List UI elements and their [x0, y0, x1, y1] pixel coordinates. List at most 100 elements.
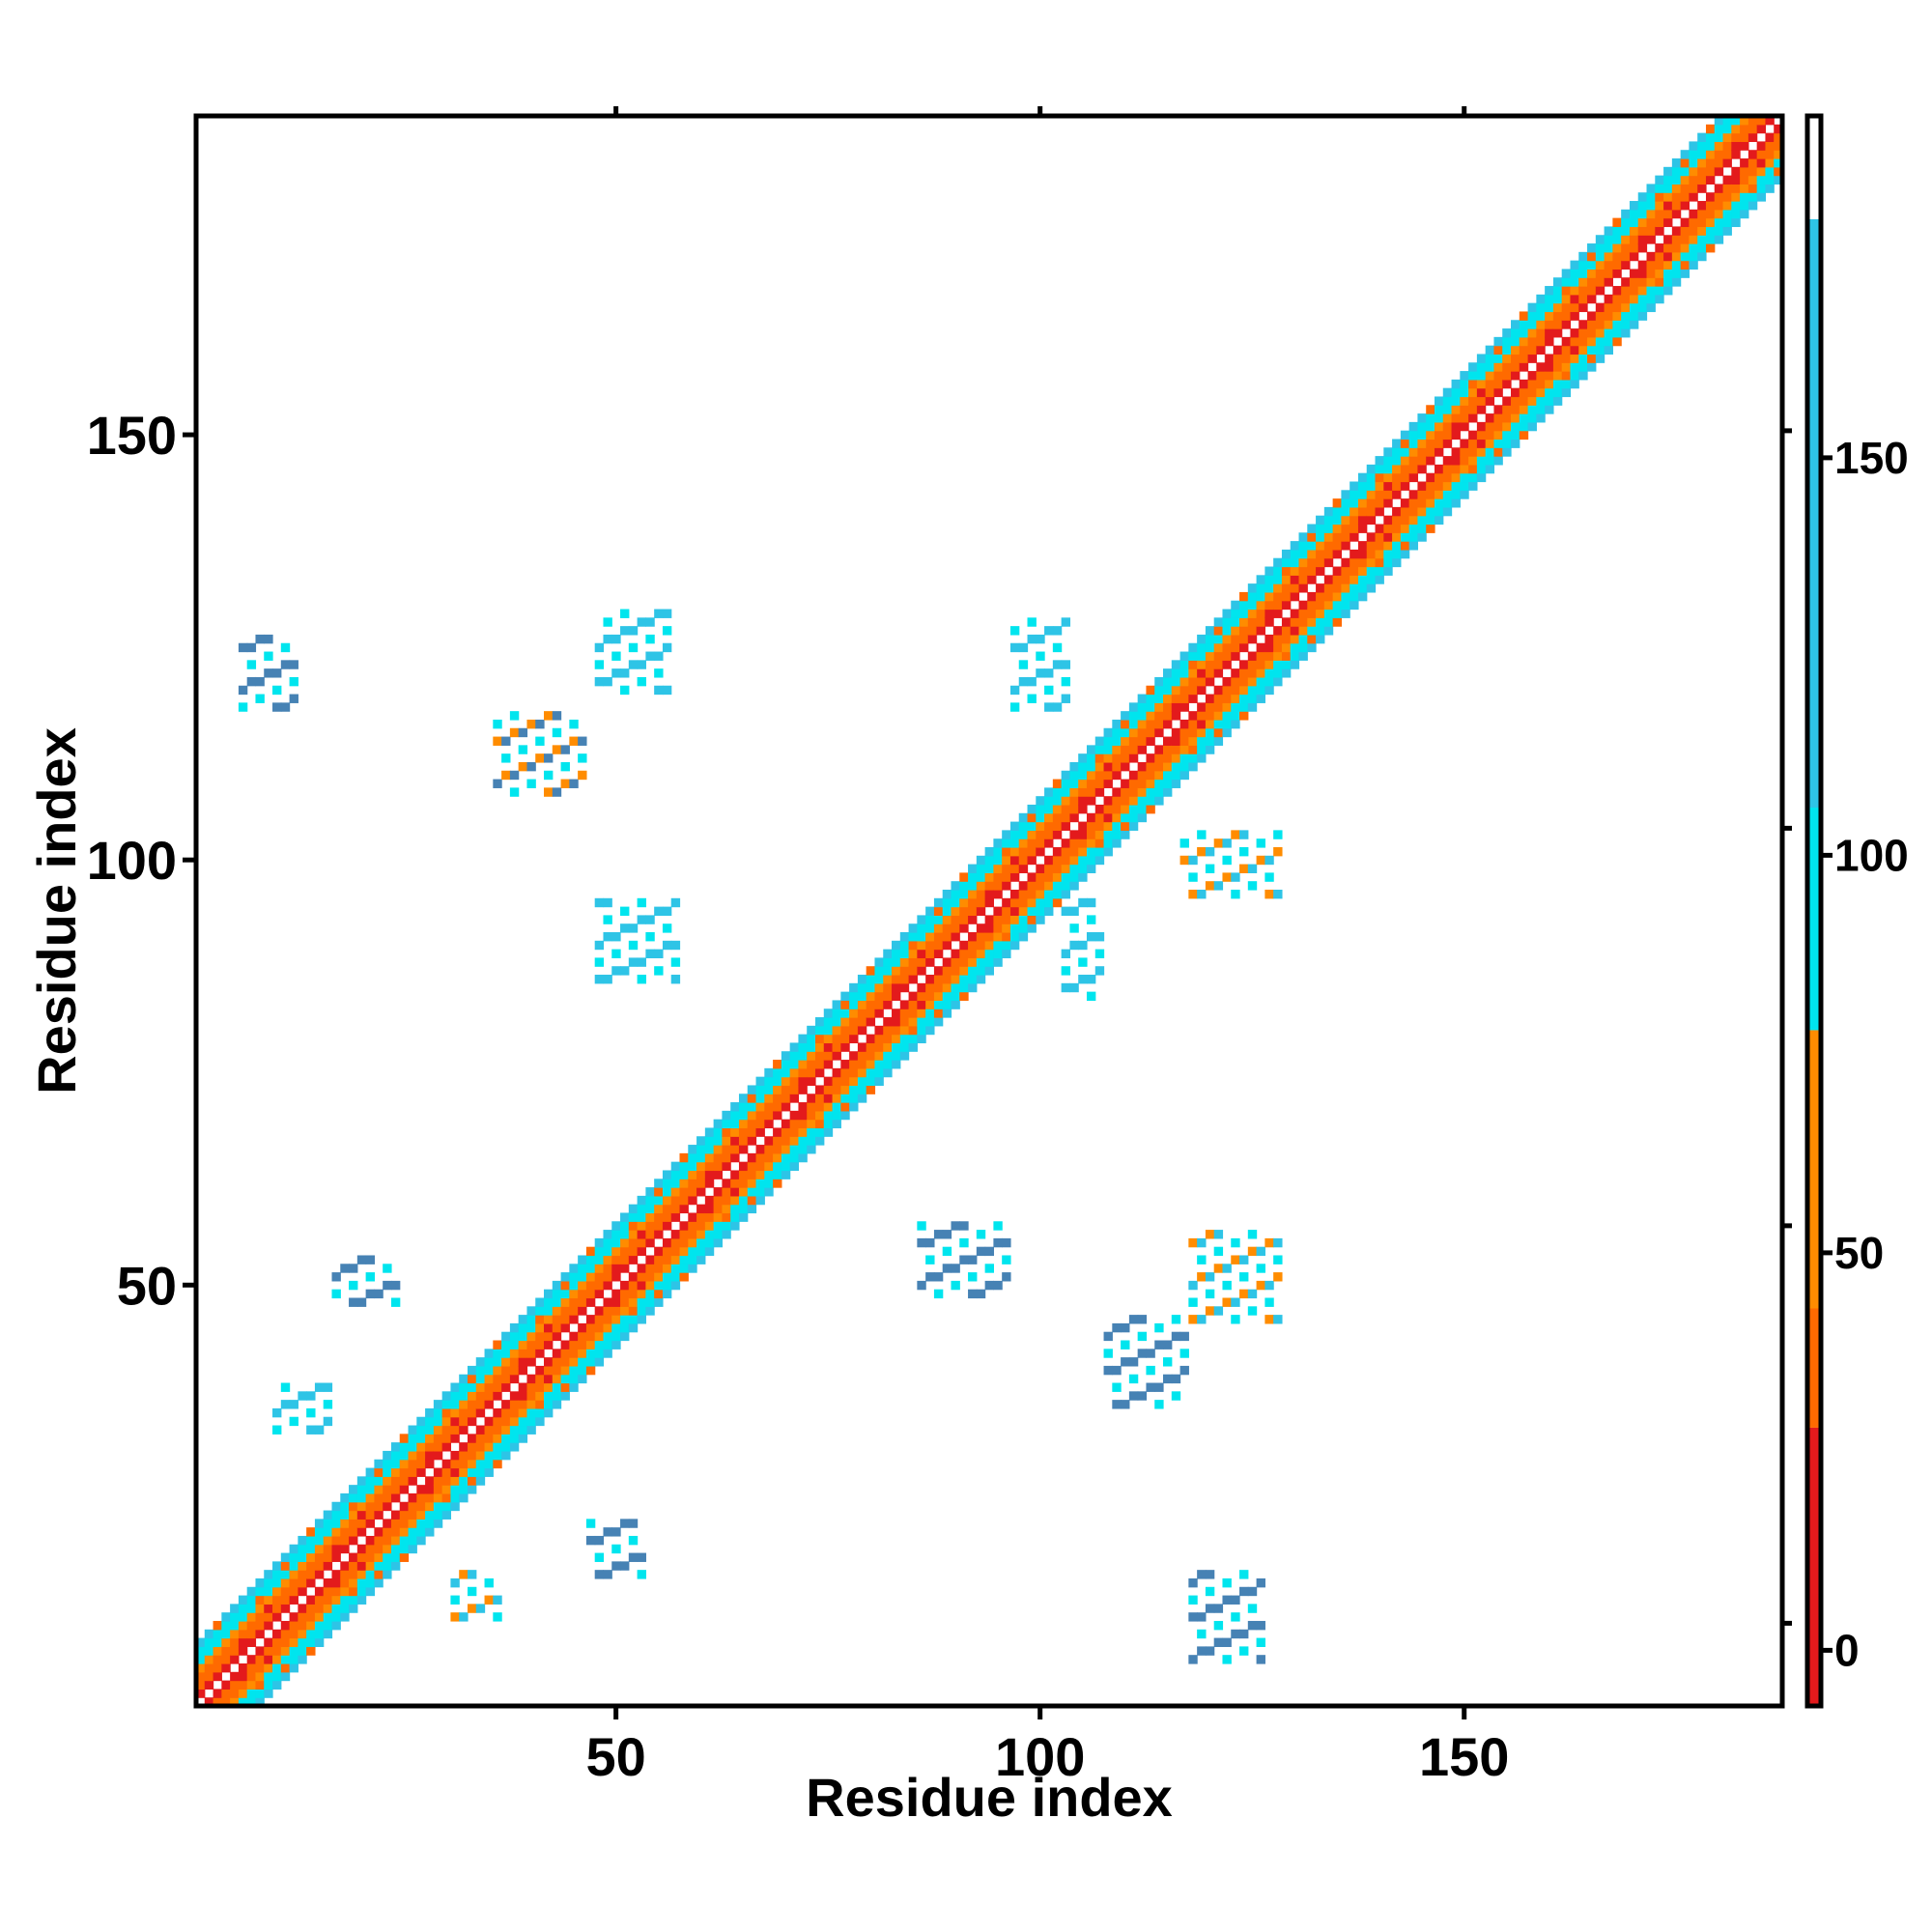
heatmap-cell — [611, 1255, 621, 1264]
heatmap-cell — [1689, 158, 1698, 168]
heatmap-cell — [425, 1527, 435, 1537]
heatmap-cell — [1256, 600, 1265, 611]
heatmap-cell — [1078, 957, 1088, 967]
heatmap-cell — [1205, 1646, 1215, 1656]
heatmap-cell — [679, 1152, 689, 1163]
heatmap-cell — [840, 1085, 850, 1094]
heatmap-cell — [594, 940, 605, 951]
heatmap-cell — [552, 1280, 562, 1291]
heatmap-cell — [933, 982, 944, 993]
heatmap-cell — [908, 966, 918, 976]
heatmap-cell — [349, 1297, 358, 1307]
heatmap-cell — [1078, 940, 1088, 951]
heatmap-cell — [773, 1152, 782, 1163]
heatmap-cell — [1179, 676, 1189, 687]
heatmap-cell — [331, 1570, 341, 1579]
heatmap-cell — [1485, 456, 1495, 466]
heatmap-cell — [230, 1697, 240, 1707]
heatmap-cell — [1146, 804, 1155, 814]
heatmap-cell — [459, 1459, 469, 1469]
heatmap-cell — [899, 982, 910, 993]
heatmap-cell — [1637, 201, 1648, 211]
heatmap-cell — [1027, 694, 1037, 703]
heatmap-cell — [1587, 286, 1597, 296]
heatmap-cell — [1323, 575, 1334, 584]
heatmap-cell — [1536, 336, 1546, 347]
heatmap-cell — [1426, 490, 1435, 499]
heatmap-cell — [467, 1365, 477, 1376]
heatmap-cell — [908, 1000, 918, 1009]
heatmap-cell — [781, 1051, 791, 1061]
heatmap-cell — [578, 1306, 587, 1316]
heatmap-cell — [1222, 727, 1232, 738]
heatmap-cell — [213, 1637, 222, 1647]
heatmap-cell — [976, 966, 986, 976]
heatmap-cell — [781, 1127, 791, 1137]
heatmap-cell — [552, 1391, 562, 1401]
heatmap-cell — [670, 1237, 681, 1248]
heatmap-cell — [1552, 387, 1563, 398]
heatmap-cell — [1197, 676, 1207, 687]
heatmap-cell — [1171, 694, 1181, 703]
heatmap-cell — [1629, 251, 1639, 262]
heatmap-cell — [1128, 770, 1139, 781]
heatmap-cell — [993, 1237, 1003, 1248]
heatmap-cell — [1290, 642, 1300, 653]
heatmap-cell — [1222, 719, 1232, 729]
heatmap-cell — [560, 1289, 570, 1299]
heatmap-cell — [1493, 405, 1503, 414]
heatmap-cell — [1121, 1400, 1130, 1409]
heatmap-cell — [1197, 1255, 1207, 1264]
heatmap-cell — [1519, 421, 1529, 432]
heatmap-cell — [892, 1051, 901, 1061]
heatmap-cell — [645, 1272, 655, 1282]
heatmap-cell — [1442, 430, 1453, 440]
heatmap-cell — [1036, 915, 1045, 924]
heatmap-cell — [832, 1051, 841, 1061]
heatmap-cell — [925, 949, 935, 959]
heatmap-cell — [493, 736, 502, 746]
heatmap-cell — [1222, 711, 1232, 721]
heatmap-cell — [611, 1322, 621, 1333]
heatmap-cell — [908, 1034, 918, 1044]
heatmap-cell — [1493, 387, 1503, 398]
heatmap-cell — [1044, 685, 1054, 696]
heatmap-cell — [356, 1297, 367, 1307]
heatmap-cell — [314, 1620, 325, 1631]
heatmap-cell — [1383, 524, 1393, 533]
heatmap-cell — [544, 770, 554, 781]
heatmap-cell — [764, 1187, 774, 1197]
heatmap-cell — [569, 736, 579, 746]
heatmap-cell — [255, 1586, 265, 1597]
heatmap-cell — [908, 1009, 918, 1018]
heatmap-cell — [1205, 651, 1215, 661]
heatmap-cell — [1604, 269, 1613, 278]
heatmap-cell — [942, 915, 952, 924]
heatmap-cell — [781, 1161, 791, 1172]
heatmap-cell — [814, 1085, 825, 1094]
heatmap-cell — [1247, 676, 1258, 687]
heatmap-cell — [1264, 1297, 1274, 1307]
heatmap-cell — [306, 1612, 316, 1622]
heatmap-cell — [1094, 838, 1105, 848]
heatmap-cell — [255, 1577, 265, 1588]
heatmap-cell — [959, 957, 969, 967]
heatmap-cell — [246, 1612, 257, 1622]
heatmap-cell — [1027, 915, 1037, 924]
heatmap-cell — [484, 1357, 494, 1367]
heatmap-cell — [441, 1485, 452, 1494]
heatmap-cell — [713, 1161, 724, 1172]
heatmap-cell — [1078, 753, 1088, 763]
heatmap-cell — [1128, 727, 1139, 738]
heatmap-cell — [892, 949, 901, 959]
heatmap-cell — [306, 1604, 316, 1613]
heatmap-cell — [475, 1604, 486, 1613]
heatmap-cell — [356, 1476, 367, 1486]
heatmap-cell — [390, 1297, 401, 1307]
heatmap-cell — [1094, 753, 1105, 763]
heatmap-cell — [1179, 702, 1189, 712]
heatmap-cell — [1179, 770, 1189, 781]
heatmap-cell — [1094, 745, 1105, 754]
heatmap-cell — [814, 1042, 825, 1052]
heatmap-cell — [832, 1076, 841, 1087]
